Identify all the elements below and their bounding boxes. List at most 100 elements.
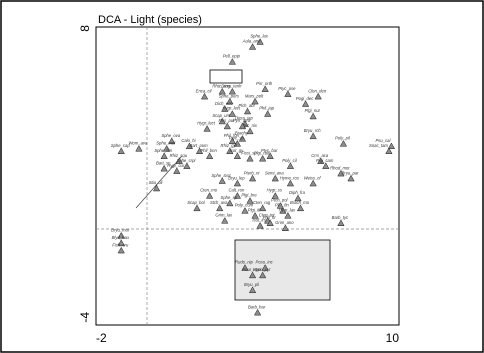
species-label: Ptyc_nis (241, 123, 258, 128)
species-label: Bryu_mor (111, 227, 130, 232)
species-label: Psu_cal (376, 138, 392, 143)
species-point (246, 127, 254, 135)
species-point (271, 174, 279, 182)
species-point (259, 271, 267, 279)
species-label: Barb_har (248, 304, 266, 309)
species-label: Sphe_cap (111, 143, 131, 148)
species-label: Pell_epip (223, 54, 241, 59)
species-label: Weiss_cf (304, 175, 322, 180)
species-label: Poso_inc (256, 260, 274, 265)
species-label: Bryu_par (342, 170, 360, 175)
species-point (264, 110, 272, 117)
species-label: Calt_ron (228, 188, 244, 193)
species-label: Phil_bnn (200, 148, 217, 153)
species-point (238, 135, 247, 142)
species-point (284, 212, 292, 219)
species-label: Brachy (235, 131, 249, 136)
species-point (173, 167, 181, 174)
species-point (284, 90, 292, 97)
species-label: Aula_and (242, 39, 261, 44)
species-label: Ptyc_pse (278, 86, 296, 91)
species-point (223, 122, 231, 130)
species-point (218, 87, 226, 95)
species-point (261, 85, 269, 92)
species-point (314, 92, 322, 100)
species-label: Enca_cil (196, 88, 213, 93)
x-tick-left: -2 (96, 331, 107, 345)
species-point (266, 152, 274, 159)
species-label: Sphe_fim (154, 148, 172, 153)
species-point (256, 38, 264, 45)
species-label: Poly_pil (335, 136, 351, 141)
species-label: Hygr_cur (167, 163, 185, 168)
species-point (337, 219, 345, 226)
species-label: Calo_hi (181, 138, 196, 143)
species-point (117, 239, 125, 246)
species-label: Cten_rug (253, 200, 271, 205)
species-label: Ptch_pol (271, 198, 288, 203)
species-point (317, 157, 325, 164)
species-label: Pogi_dec (296, 96, 314, 101)
species-point (251, 97, 259, 105)
species-point (248, 174, 257, 182)
species-label: Dich_enc (215, 101, 233, 106)
species-point (193, 204, 201, 212)
species-label: Wom_ava (128, 140, 148, 145)
species-point (347, 174, 355, 182)
y-tick-bottom: -4 (78, 312, 92, 323)
species-point (117, 147, 125, 154)
species-label: Crrs_aca (311, 153, 329, 158)
highlight-region (234, 239, 331, 301)
species-point (218, 117, 226, 125)
species-point (309, 132, 317, 140)
species-label: Phil_hr (263, 215, 277, 220)
species-label: Bryu_rch (304, 128, 321, 133)
species-label: Bryu_lep (228, 175, 245, 180)
species-label: Rhiz_ang (212, 83, 230, 88)
species-label: Sphe_tosc (211, 173, 232, 178)
species-label: Hyme_ros (280, 175, 300, 180)
species-label: Rhiz_squ (170, 153, 188, 158)
species-label: Isot_irs (252, 217, 266, 222)
species-label: Poly_cil (282, 158, 297, 163)
species-point (228, 58, 236, 65)
species-point (163, 144, 171, 152)
species-label: Cten_mo (200, 188, 218, 193)
species-point (221, 216, 229, 224)
chart-title: DCA - Light (species) (98, 14, 202, 26)
species-label: Rhiz_gyr (221, 143, 238, 148)
species-point (246, 154, 254, 162)
species-label: Plgi_bre (241, 193, 257, 198)
species-point (221, 105, 229, 112)
species-label: Ptyc_bar (261, 148, 278, 153)
species-label: Plgi_nut (305, 108, 321, 113)
species-label: Blyd_kau (112, 235, 130, 240)
species-label: Rhod_mor (330, 165, 350, 170)
species-label: Fiss_pul (219, 118, 236, 123)
species-point (271, 192, 279, 199)
species-point (243, 107, 252, 115)
species-point (218, 177, 226, 184)
species-point (246, 197, 254, 204)
species-point (248, 286, 257, 294)
species-label: Cten_tot (259, 213, 276, 218)
species-point (233, 179, 242, 187)
species-point (226, 147, 234, 154)
leader-line (135, 155, 183, 209)
species-label: Bryu_pli (244, 282, 260, 287)
species-point (309, 112, 317, 120)
species-label: Bart_pom (189, 143, 208, 148)
species-label: Diph_fra (289, 190, 305, 195)
species-point (203, 125, 211, 132)
x-tick-right: 10 (386, 331, 400, 345)
species-point (259, 204, 267, 212)
species-point (233, 152, 242, 159)
species-label: Isot_gy (230, 148, 244, 153)
species-label: Phil_fon (224, 133, 240, 138)
species-point (281, 224, 289, 231)
species-label: Plch_abt (238, 103, 255, 108)
species-label: Dicra_tenh (221, 83, 242, 88)
species-point (200, 92, 209, 100)
species-label: Ptyc_sp (229, 136, 245, 141)
